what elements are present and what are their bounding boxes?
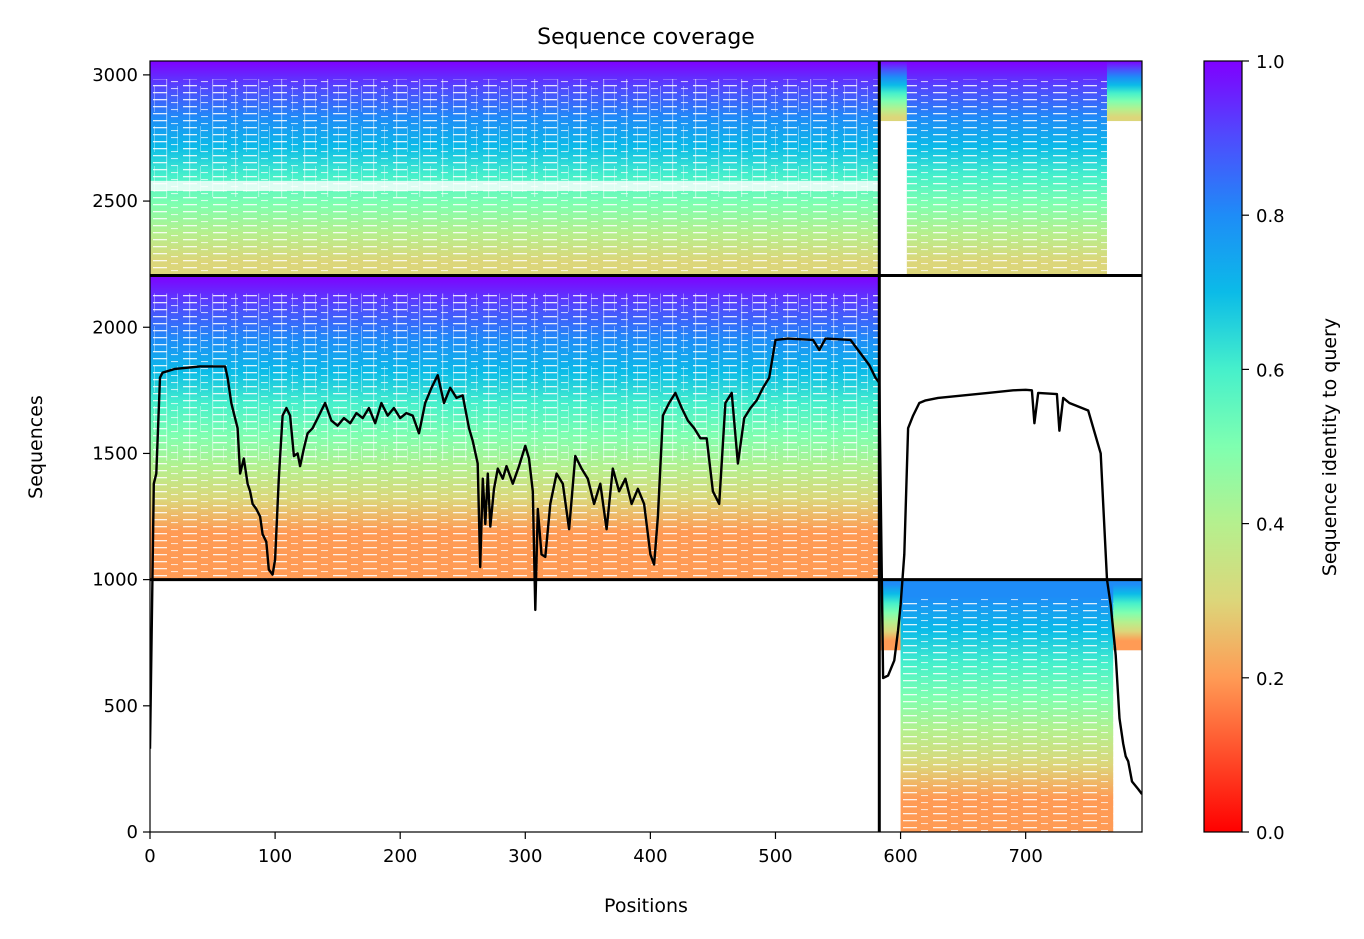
- x-tick-label: 700: [1008, 846, 1042, 867]
- y-tick-label: 500: [104, 696, 138, 717]
- msa-block-1: [150, 61, 880, 276]
- y-tick-label: 2000: [92, 317, 138, 338]
- x-tick-label: 200: [383, 846, 417, 867]
- msa-block-3-column-gaps: [150, 293, 880, 461]
- msa-block-3: [150, 275, 880, 580]
- coverage-line: [150, 337, 1142, 795]
- colorbar-label: Sequence identity to query: [1319, 318, 1341, 576]
- plot-frame: [149, 60, 1143, 833]
- msa-block-2-gaps: [906, 79, 1107, 276]
- x-tick-label: 300: [508, 846, 542, 867]
- x-tick-label: 100: [258, 846, 292, 867]
- y-tick-label: 1000: [92, 570, 138, 591]
- chart-title: Sequence coverage: [537, 25, 755, 50]
- colorbar-tick-label: 0.4: [1256, 515, 1285, 536]
- plot-area: [150, 61, 1142, 832]
- block-boundaries: [150, 61, 1142, 832]
- colorbar: 0.0 0.2 0.4 0.6 0.8 1.0 Sequence identity to …: [1203, 52, 1341, 844]
- colorbar-ticks: 0.0 0.2 0.4 0.6 0.8 1.0: [1242, 52, 1285, 844]
- y-tick-label: 3000: [92, 65, 138, 86]
- colorbar-tick-label: 0.0: [1256, 823, 1285, 844]
- x-axis-label: Positions: [604, 895, 688, 917]
- colorbar-tick-label: 0.6: [1256, 360, 1285, 381]
- y-tick-label: 0: [127, 822, 138, 843]
- y-axis: 0 500 1000 1500 2000 2500 3000: [92, 65, 150, 843]
- msa-block-2: [879, 61, 1142, 276]
- msa-block-1-column-gaps: [150, 79, 880, 197]
- msa-blocks: [150, 61, 1142, 832]
- x-tick-label: 400: [633, 846, 667, 867]
- msa-block-4-gaps: [900, 597, 1114, 832]
- x-tick-label: 600: [883, 846, 917, 867]
- x-tick-label: 0: [144, 846, 155, 867]
- colorbar-tick-label: 0.2: [1256, 669, 1285, 690]
- msa-block-1-gap-band: [150, 180, 880, 191]
- colorbar-tick-label: 1.0: [1256, 52, 1285, 73]
- msa-block-4: [879, 579, 1142, 832]
- colorbar-gradient: [1203, 60, 1243, 833]
- y-axis-label: Sequences: [25, 395, 47, 499]
- y-tick-label: 1500: [92, 443, 138, 464]
- x-tick-label: 500: [758, 846, 792, 867]
- y-tick-label: 2500: [92, 191, 138, 212]
- colorbar-tick-label: 0.8: [1256, 206, 1285, 227]
- x-axis: 0 100 200 300 400 500 600 700: [144, 832, 1043, 867]
